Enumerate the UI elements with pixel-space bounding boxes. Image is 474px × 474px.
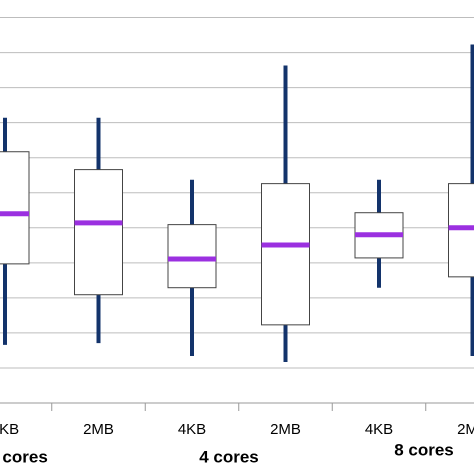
x-tick-label: 4KB xyxy=(178,421,206,438)
group-label: 2 cores xyxy=(0,447,48,466)
x-tick-label: 2MB xyxy=(83,421,114,438)
box xyxy=(0,151,30,265)
x-tick-label: 2MB xyxy=(270,421,301,438)
group-label: 8 cores xyxy=(394,440,454,459)
group-label: 4 cores xyxy=(199,447,259,466)
box xyxy=(167,224,217,289)
box xyxy=(261,183,310,326)
box xyxy=(74,169,123,296)
x-tick-label: 4KB xyxy=(0,421,19,438)
x-tick-label: 2MB xyxy=(457,421,474,438)
x-tick-label: 4KB xyxy=(365,421,393,438)
